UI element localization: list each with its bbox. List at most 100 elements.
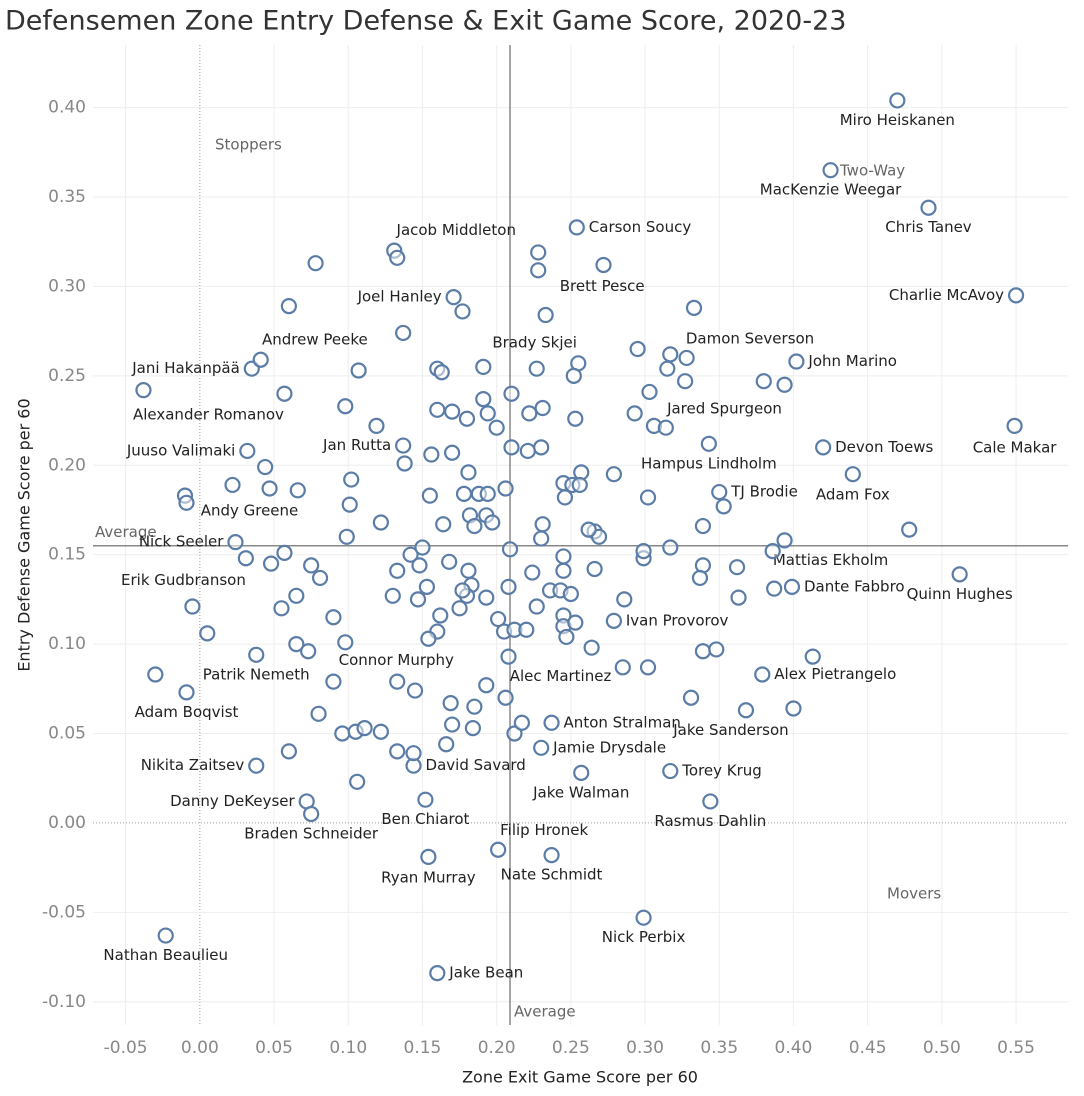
point	[708, 641, 725, 658]
x-tick-label: 0.00	[181, 1038, 219, 1058]
point	[766, 580, 783, 597]
point	[276, 385, 293, 402]
point-label: Alexander Romanov	[133, 406, 284, 424]
y-tick-label: 0.10	[48, 634, 86, 654]
point	[276, 544, 293, 561]
y-tick-label: 0.35	[48, 187, 86, 207]
point	[280, 743, 297, 760]
point	[558, 628, 575, 646]
point	[224, 476, 241, 494]
point	[409, 591, 427, 608]
point-label: Jan Rutta	[322, 436, 391, 454]
point	[543, 714, 560, 731]
point-label: Nikita Zaitsev	[141, 756, 245, 774]
point	[556, 489, 574, 506]
point-label: Jake Bean	[448, 964, 523, 982]
point-label: Andrew Peeke	[262, 331, 368, 349]
point	[310, 705, 327, 722]
point	[567, 410, 584, 427]
point	[337, 634, 354, 651]
x-tick-label: 0.30	[626, 1038, 664, 1058]
point-label: Joel Hanley	[357, 288, 442, 306]
point	[460, 562, 477, 579]
point	[629, 340, 646, 358]
point-label: Dante Fabbro	[804, 577, 905, 595]
point	[478, 677, 495, 694]
point	[479, 485, 496, 502]
point	[338, 528, 355, 545]
point	[454, 303, 471, 320]
point	[356, 720, 373, 737]
point	[639, 659, 657, 676]
point	[368, 417, 385, 435]
y-tick-label: 0.30	[48, 276, 86, 296]
point	[530, 262, 547, 279]
point-label: Andy Greene	[201, 501, 299, 519]
point-label: Jared Spurgeon	[666, 399, 782, 417]
point	[289, 482, 306, 499]
x-tick-label: 0.15	[404, 1038, 442, 1058]
point	[844, 466, 861, 483]
point-label: Nate Schmidt	[501, 866, 603, 884]
point	[350, 362, 367, 379]
point-label: Adam Boqvist	[135, 703, 239, 721]
point	[454, 582, 471, 599]
point	[184, 598, 201, 615]
point	[464, 720, 482, 737]
point	[262, 555, 280, 572]
y-tick-label: 0.05	[48, 724, 86, 744]
point	[435, 516, 452, 533]
point	[239, 442, 256, 460]
point	[466, 517, 483, 535]
point	[479, 405, 496, 422]
point-label: Ben Chiarot	[381, 810, 469, 828]
point	[475, 358, 492, 375]
point	[503, 439, 520, 456]
point-label: Damon Severson	[686, 329, 814, 347]
point	[444, 444, 461, 461]
point	[372, 723, 389, 740]
point	[694, 517, 712, 535]
point-label: Nick Seeler	[139, 533, 224, 551]
point	[458, 410, 476, 427]
point	[568, 219, 585, 236]
point	[252, 351, 269, 368]
quadrant-label: Stoppers	[215, 136, 282, 154]
point	[662, 762, 679, 780]
point	[227, 534, 244, 551]
point	[484, 514, 501, 531]
point-label: Ryan Murray	[381, 868, 476, 886]
point	[488, 419, 505, 436]
quadrant-label: Two-Way	[839, 162, 905, 180]
point	[700, 435, 717, 452]
point	[501, 541, 519, 558]
x-tick-label: 0.25	[552, 1038, 590, 1058]
point-label: Devon Toews	[835, 438, 933, 456]
point	[288, 635, 305, 653]
point-label: Jacob Middleton	[396, 221, 516, 239]
point	[521, 405, 538, 422]
point	[534, 399, 551, 417]
point	[421, 487, 438, 504]
point-label: Braden Schneider	[244, 824, 379, 842]
point-label: Alec Martinez	[510, 667, 612, 685]
point	[372, 514, 389, 531]
point-label: Mattias Ekholm	[773, 551, 888, 569]
point-label: Anton Stralman	[564, 713, 681, 731]
point	[513, 714, 530, 731]
point-label: MacKenzie Weegar	[760, 181, 902, 199]
x-tick-label: 0.45	[849, 1038, 887, 1058]
y-tick-label: 0.00	[48, 813, 86, 833]
point	[518, 621, 535, 638]
y-axis-title: Entry Defense Game Score per 60	[15, 398, 34, 671]
point-label: Danny DeKeyser	[170, 792, 295, 810]
point	[300, 643, 317, 660]
point	[754, 666, 771, 683]
point-label: Quinn Hughes	[907, 585, 1013, 603]
point-label: Erik Gudbranson	[121, 571, 246, 589]
point-label: Juuso Valimaki	[126, 441, 235, 459]
point	[411, 557, 428, 574]
point	[237, 550, 254, 567]
point	[257, 458, 274, 476]
point	[951, 566, 968, 583]
